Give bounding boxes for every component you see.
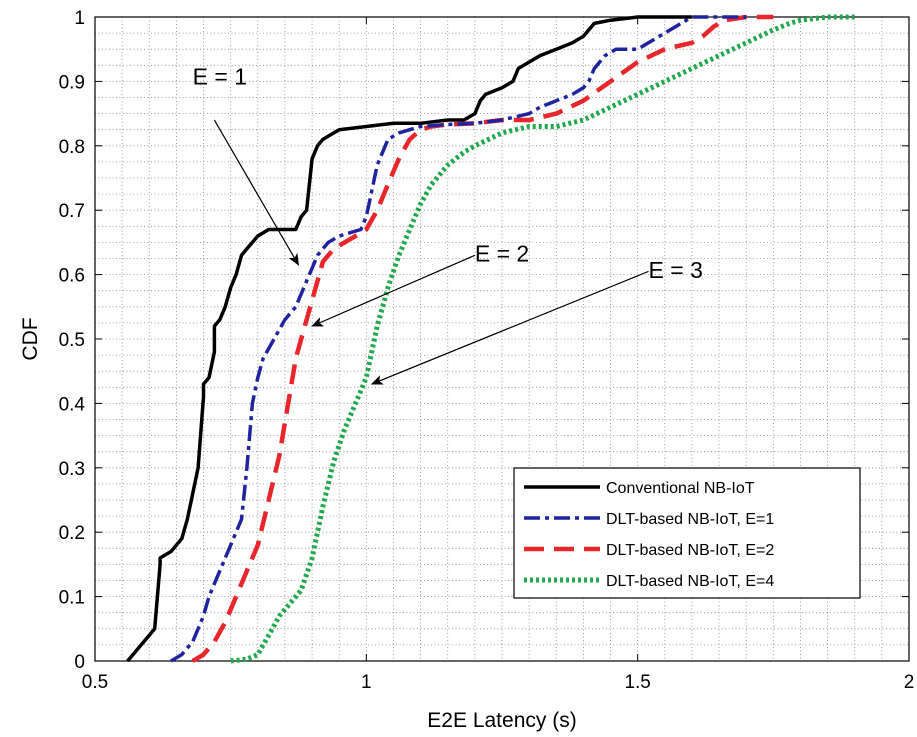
y-tick-label: 0.5 — [59, 330, 85, 351]
x-tick-label: 1.5 — [624, 672, 650, 693]
y-tick-label: 0 — [74, 652, 85, 673]
y-tick-label: 0.9 — [59, 72, 85, 93]
legend-label-2: DLT-based NB-IoT, E=1 — [606, 511, 774, 528]
x-axis-title: E2E Latency (s) — [427, 709, 576, 732]
annotation-label: E = 1 — [193, 64, 247, 90]
y-tick-label: 0.7 — [59, 201, 85, 222]
y-tick-label: 0.6 — [59, 266, 85, 287]
y-axis-title: CDF — [19, 317, 42, 360]
series-line-3 — [191, 14, 774, 663]
legend-box — [513, 467, 861, 599]
legend-label-4: DLT-based NB-IoT, E=4 — [606, 573, 774, 590]
y-tick-label: 0.8 — [59, 137, 85, 158]
annotation-label: E = 3 — [649, 257, 703, 283]
y-tick-label: 0.2 — [59, 523, 85, 544]
series-line-2 — [170, 15, 747, 663]
annotation-arrow — [213, 119, 300, 266]
x-tick-label: 1 — [361, 672, 372, 693]
series-group — [126, 14, 855, 664]
series-line-1 — [126, 15, 692, 663]
y-tick-label: 1 — [74, 8, 85, 29]
y-tick-label: 0.3 — [59, 459, 85, 480]
annotation-arrow — [311, 254, 476, 327]
legend: Conventional NB-IoT DLT-based NB-IoT, E=1… — [513, 467, 861, 599]
x-tick-label: 0.5 — [82, 672, 108, 693]
grid — [95, 17, 909, 661]
annotations: E = 1 E = 2 E = 3 — [193, 64, 703, 385]
legend-label-1: Conventional NB-IoT — [606, 480, 755, 497]
x-tick-label: 2 — [904, 672, 915, 693]
annotation-label: E = 2 — [475, 241, 529, 267]
axis-ticks: 0.5 1 1.5 2 0 0.1 0.2 0.3 0.4 0.5 0.6 0.7 0.8 0.9 1 — [59, 8, 915, 693]
y-tick-label: 0.1 — [59, 588, 85, 609]
annotation-arrow — [370, 270, 649, 385]
legend-label-3: DLT-based NB-IoT, E=2 — [606, 542, 774, 559]
y-tick-label: 0.4 — [59, 394, 86, 415]
